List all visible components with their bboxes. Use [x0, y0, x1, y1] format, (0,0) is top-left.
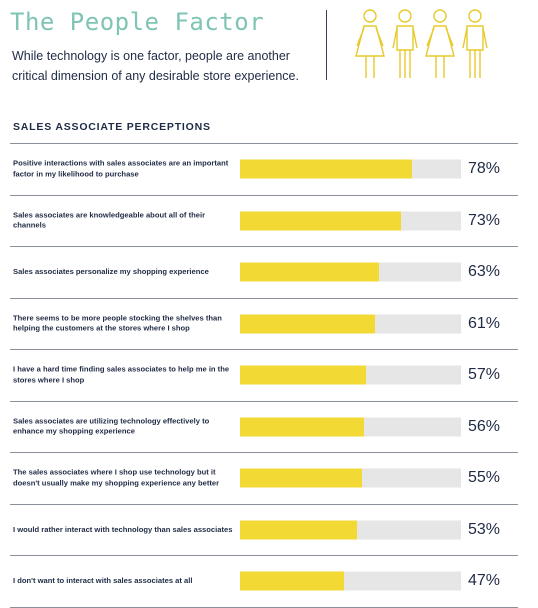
- chart-row: I would rather interact with technology …: [10, 505, 518, 556]
- category-label: Sales associates are utilizing technolog…: [13, 416, 210, 436]
- category-label: Sales associates personalize my shopping…: [13, 267, 209, 276]
- value-label: 53%: [467, 520, 500, 538]
- bar-track: [240, 211, 461, 231]
- bar-track: [240, 159, 461, 179]
- chart-row: Sales associates are utilizing technolog…: [10, 402, 518, 453]
- value-label: 78%: [467, 160, 500, 178]
- chart-row: I have a hard time finding sales associa…: [10, 350, 518, 402]
- male-figure-icon: [392, 9, 418, 78]
- bar-track: [240, 417, 461, 437]
- value-label: 63%: [467, 263, 500, 281]
- bar-track: [240, 468, 461, 488]
- bar: [240, 365, 366, 385]
- female-figure-icon: [425, 9, 455, 78]
- bar: [240, 468, 362, 488]
- chart-row: There seems to be more people stocking t…: [10, 299, 518, 350]
- value-label: 73%: [467, 211, 500, 229]
- female-figure-icon: [355, 9, 385, 78]
- value-label: 61%: [467, 314, 500, 332]
- chart-row: Positive interactions with sales associa…: [10, 143, 518, 196]
- category-label: Positive interactions with sales associa…: [13, 158, 229, 179]
- bar: [240, 314, 375, 334]
- bar: [240, 159, 413, 179]
- bar-track: [240, 520, 461, 540]
- chart-row: The sales associates where I shop use te…: [10, 453, 518, 505]
- bar-track: [240, 314, 461, 334]
- chart-row: I don't want to interact with sales asso…: [10, 556, 518, 608]
- section-title: SALES ASSOCIATE PERCEPTIONS: [13, 121, 211, 133]
- bar: [240, 211, 402, 231]
- page-title: The People Factor: [10, 8, 265, 36]
- chart-row: Sales associates personalize my shopping…: [10, 247, 518, 299]
- bar: [240, 417, 364, 437]
- perception-bar-chart: Positive interactions with sales associa…: [10, 143, 518, 608]
- page-subtitle: While technology is one factor, people a…: [12, 49, 299, 83]
- value-label: 56%: [467, 417, 500, 435]
- category-label: I have a hard time finding sales associa…: [13, 364, 230, 385]
- category-label: Sales associates are knowledgeable about…: [13, 210, 206, 230]
- header-divider: [326, 10, 327, 80]
- bar: [240, 520, 358, 540]
- bar: [240, 262, 380, 282]
- bar-track: [240, 365, 461, 385]
- value-label: 57%: [467, 366, 500, 384]
- value-label: 55%: [467, 469, 500, 487]
- bar: [240, 571, 344, 591]
- people-group-icon: [355, 9, 488, 78]
- male-figure-icon: [462, 9, 488, 78]
- category-label: The sales associates where I shop use te…: [13, 467, 220, 488]
- value-label: 47%: [467, 572, 500, 590]
- category-label: There seems to be more people stocking t…: [13, 313, 222, 333]
- category-label: I don't want to interact with sales asso…: [13, 576, 193, 585]
- bar-track: [240, 262, 461, 282]
- category-label: I would rather interact with technology …: [13, 524, 233, 534]
- bar-track: [240, 571, 461, 591]
- chart-row: Sales associates are knowledgeable about…: [10, 196, 518, 247]
